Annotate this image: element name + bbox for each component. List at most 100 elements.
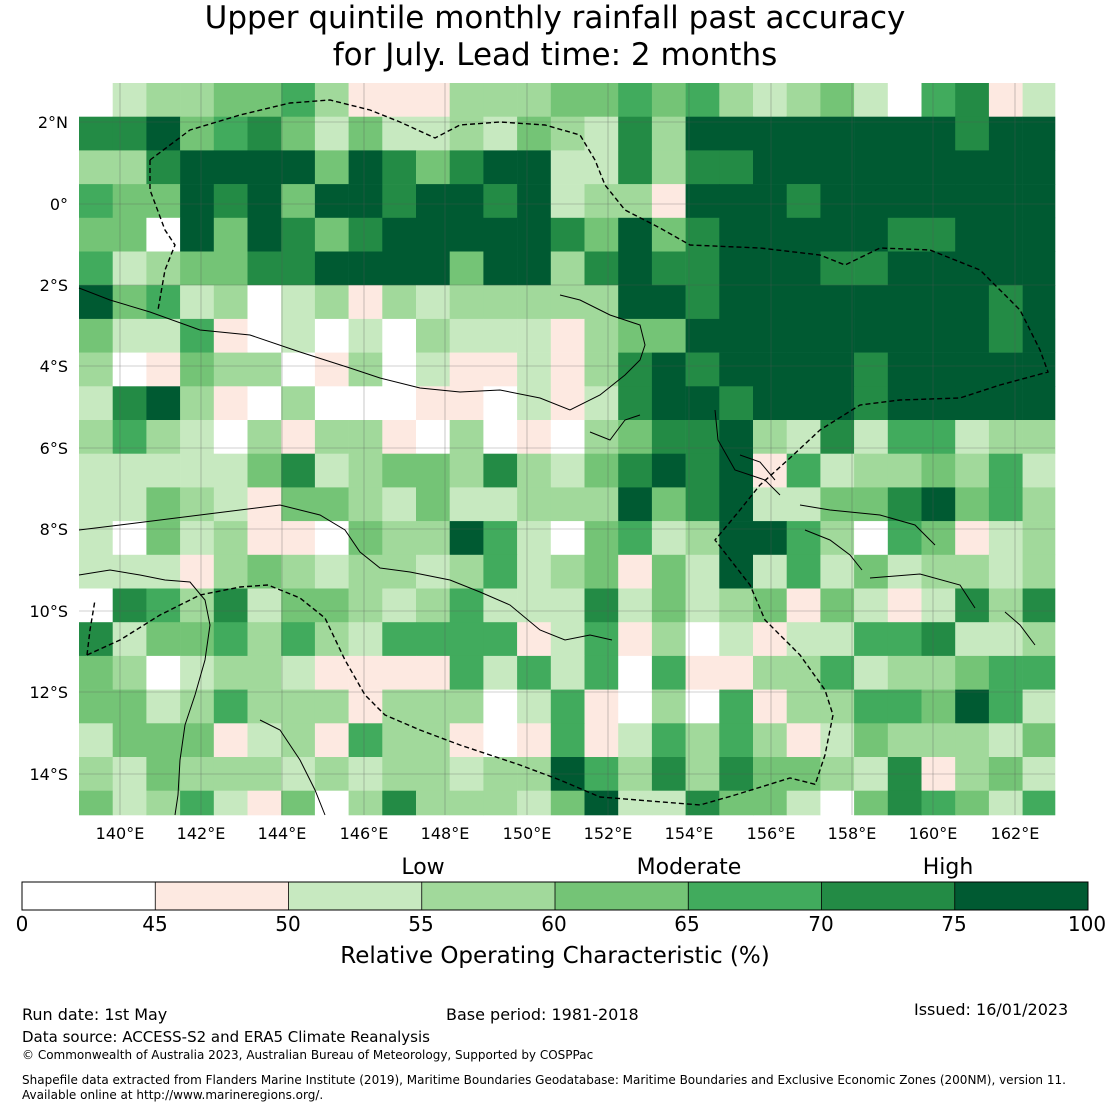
grid-cell: [112, 150, 147, 185]
lat-label-10s: 10°S: [29, 602, 68, 621]
grid-cell: [382, 453, 417, 488]
grid-cell: [416, 352, 450, 387]
grid-cell: [517, 217, 552, 252]
lon-label-140e: 140°E: [95, 824, 145, 843]
grid-cell: [1022, 150, 1056, 185]
grid-cell: [281, 521, 316, 556]
lon-label-152e: 152°E: [583, 824, 633, 843]
grid-cell: [786, 184, 821, 219]
grid-cell: [618, 487, 653, 522]
grid-cell: [820, 83, 855, 117]
grid-cell: [753, 622, 787, 657]
grid-cell: [854, 655, 889, 690]
grid-cell: [685, 790, 720, 816]
grid-cell: [921, 655, 956, 690]
grid-cell: [483, 217, 518, 252]
grid-cell: [348, 521, 383, 556]
grid-cell: [247, 790, 282, 816]
grid-cell: [753, 352, 787, 387]
grid-cell: [651, 689, 686, 724]
grid-cell: [887, 790, 922, 816]
grid-cell: [786, 420, 821, 454]
grid-cell: [1022, 521, 1056, 556]
grid-cell: [753, 251, 787, 286]
grid-cell: [618, 655, 653, 690]
grid-cell: [719, 588, 754, 623]
grid-cell: [988, 487, 1023, 522]
grid-cell: [517, 318, 552, 353]
grid-cell: [483, 723, 518, 758]
grid-cell: [955, 251, 990, 286]
grid-cell: [382, 184, 417, 219]
grid-cell: [651, 116, 686, 151]
grid-cell: [281, 554, 316, 589]
grid-cell: [988, 251, 1023, 286]
grid-cell: [416, 521, 450, 556]
grid-cell: [79, 285, 113, 320]
grid-cell: [213, 352, 248, 387]
grid-cell: [921, 588, 956, 623]
grid-cell: [651, 588, 686, 623]
grid-cell: [449, 453, 484, 488]
grid-cell: [584, 723, 619, 758]
grid-cell: [517, 689, 552, 724]
grid-cell: [247, 521, 282, 556]
grid-cell: [685, 622, 720, 657]
grid-cell: [314, 655, 349, 690]
grid-cell: [753, 487, 787, 522]
grid-cell: [854, 386, 889, 421]
grid-cell: [618, 116, 653, 151]
grid-cell: [1022, 217, 1056, 252]
grid-cell: [348, 251, 383, 286]
grid-cell: [1022, 790, 1056, 816]
grid-cell: [685, 453, 720, 488]
grid-cell: [887, 386, 922, 421]
colorbar-frame: [21, 881, 1089, 911]
grid-cell: [584, 150, 619, 185]
grid-cell: [820, 184, 855, 219]
grid-cell: [988, 116, 1023, 151]
grid-cell: [921, 521, 956, 556]
grid-cell: [955, 655, 990, 690]
grid-cell: [550, 689, 585, 724]
grid-cell: [719, 83, 754, 117]
grid-cell: [213, 723, 248, 758]
grid-cell: [382, 622, 417, 657]
grid-cell: [753, 217, 787, 252]
grid-cell: [517, 521, 552, 556]
grid-cell: [79, 150, 113, 185]
grid-cell: [753, 521, 787, 556]
grid-cell: [213, 318, 248, 353]
grid-cell: [887, 150, 922, 185]
grid-cell: [146, 655, 181, 690]
grid-cell: [651, 318, 686, 353]
grid-cell: [314, 622, 349, 657]
grid-cell: [213, 116, 248, 151]
grid-cell: [584, 689, 619, 724]
grid-cell: [719, 318, 754, 353]
roc-grid-cells: [79, 83, 1056, 816]
grid-cell: [382, 83, 417, 117]
grid-cell: [618, 150, 653, 185]
grid-cell: [281, 655, 316, 690]
grid-cell: [382, 790, 417, 816]
grid-cell: [146, 790, 181, 816]
grid-cell: [955, 723, 990, 758]
colorbar-segment: [155, 882, 289, 910]
grid-cell: [517, 588, 552, 623]
grid-cell: [483, 453, 518, 488]
grid-cell: [753, 453, 787, 488]
grid-cell: [921, 453, 956, 488]
grid-cell: [584, 622, 619, 657]
grid-cell: [213, 588, 248, 623]
grid-cell: [180, 420, 215, 454]
grid-cell: [281, 386, 316, 421]
grid-cell: [348, 689, 383, 724]
grid-cell: [79, 83, 113, 117]
grid-cell: [416, 184, 450, 219]
grid-cell: [314, 487, 349, 522]
grid-cell: [651, 150, 686, 185]
grid-cell: [146, 420, 181, 454]
grid-cell: [685, 285, 720, 320]
grid-cell: [651, 521, 686, 556]
